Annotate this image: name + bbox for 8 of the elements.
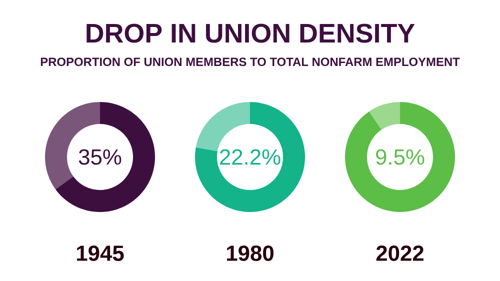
chart-subtitle: PROPORTION OF UNION MEMBERS TO TOTAL NONFARM EMPLOYMENT (40, 58, 460, 66)
text: 1945 (77, 245, 124, 262)
text: 22.2% (220, 149, 280, 165)
text: 35% (78, 149, 122, 165)
text: 2022 (376, 245, 424, 262)
text: 9.5% (376, 149, 424, 165)
chart-title: DROP IN UNION DENSITY (86, 24, 415, 43)
text: 1980 (227, 245, 274, 262)
